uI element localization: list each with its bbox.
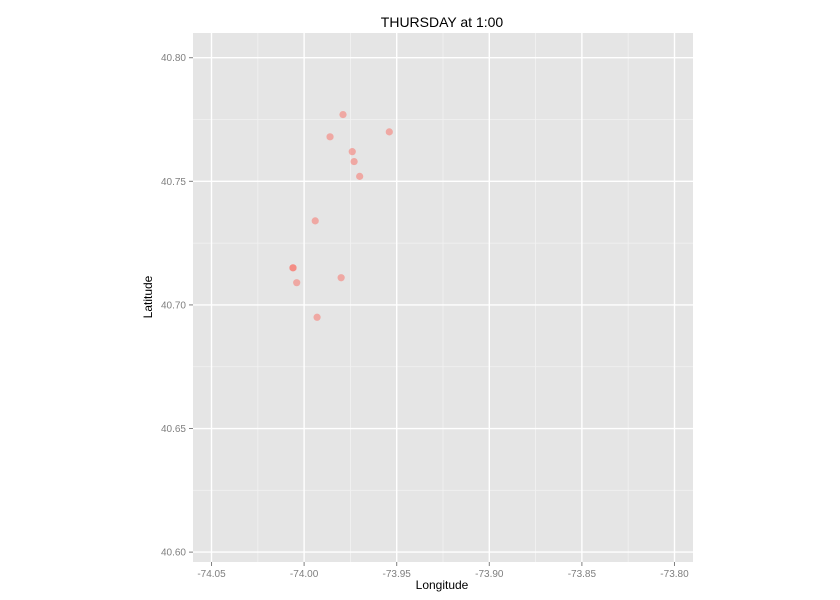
grid-layer [193,33,693,562]
y-axis-title: Latitude [141,275,155,319]
data-point [313,313,321,321]
data-point [326,133,334,141]
data-point [356,172,364,180]
y-tick-label: 40.60 [161,548,186,559]
x-tick-label: -74.05 [197,569,226,580]
x-axis: -74.05 -74.00 -73.95 -73.90 -73.85 -73.80 [197,562,689,580]
data-point [293,279,301,287]
y-tick-label: 40.65 [161,424,186,435]
data-point [337,274,345,282]
x-tick-label: -73.85 [568,569,597,580]
data-point [311,217,319,225]
data-point [348,148,356,156]
data-point [339,110,347,119]
data-point [350,157,358,166]
x-tick-label: -74.00 [290,569,319,580]
x-axis-title: Longitude [415,578,469,592]
y-axis: 40.60 40.65 40.70 40.75 40.80 [161,53,193,559]
data-point [385,128,393,136]
data-point [289,264,297,272]
y-tick-label: 40.80 [161,53,186,64]
x-tick-label: -73.90 [475,569,504,580]
x-tick-label: -73.80 [660,569,689,580]
x-tick-label: -73.95 [383,569,412,580]
y-tick-label: 40.70 [161,300,186,311]
points-layer [289,110,393,321]
y-tick-label: 40.75 [161,177,186,188]
chart-title: THURSDAY at 1:00 [380,14,504,30]
